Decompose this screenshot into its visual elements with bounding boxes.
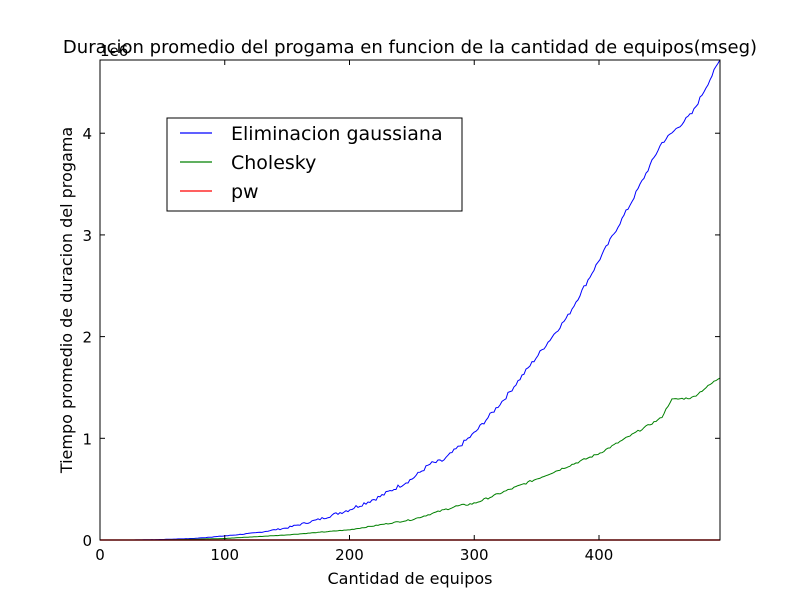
y-offset-label: 1e6 xyxy=(100,42,128,60)
y-tick-label: 4 xyxy=(82,125,92,143)
x-tick-label: 100 xyxy=(210,546,239,564)
y-axis-label: Tiempo promedio de duracion del progama xyxy=(57,127,76,474)
x-tick-label: 0 xyxy=(95,546,105,564)
series-line-cholesky xyxy=(100,377,721,541)
y-tick-label: 2 xyxy=(82,329,92,347)
tick-layer: 0 100 200 300 400 0 1 2 3 4 xyxy=(82,60,720,564)
y-tick-label: 3 xyxy=(82,227,92,245)
legend-label-pw: pw xyxy=(231,181,259,203)
legend-box xyxy=(166,117,463,212)
x-tick-label: 400 xyxy=(585,546,614,564)
x-axis-label: Cantidad de equipos xyxy=(328,569,493,588)
y-tick-label: 0 xyxy=(82,532,92,550)
plot-frame xyxy=(99,59,721,541)
chart-title: Duracion promedio del progama en funcion… xyxy=(63,37,757,58)
x-tick-label: 200 xyxy=(335,546,364,564)
legend-label-gaussiana: Eliminacion gaussiana xyxy=(231,123,443,145)
x-tick-label: 300 xyxy=(460,546,489,564)
y-tick-label: 1 xyxy=(82,430,92,448)
legend: Eliminacion gaussiana Cholesky pw xyxy=(166,117,463,212)
series-line-gaussiana xyxy=(100,59,721,541)
legend-label-cholesky: Cholesky xyxy=(231,152,316,174)
